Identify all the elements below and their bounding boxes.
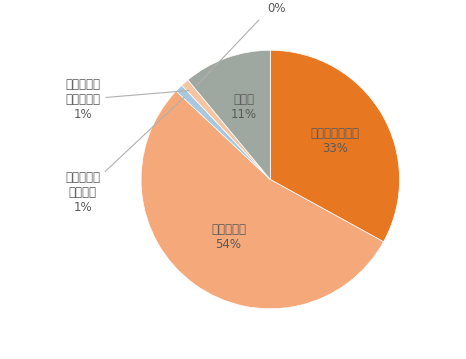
- Text: あまり利用
したくない
1%: あまり利用 したくない 1%: [65, 78, 189, 121]
- Wedge shape: [270, 50, 399, 242]
- Text: 無回答
11%: 無回答 11%: [231, 93, 257, 121]
- Text: ぜひ利用したい
33%: ぜひ利用したい 33%: [310, 127, 359, 155]
- Wedge shape: [188, 50, 270, 180]
- Wedge shape: [141, 91, 384, 309]
- Wedge shape: [176, 85, 270, 180]
- Text: 利用したい
54%: 利用したい 54%: [211, 223, 246, 251]
- Text: 利用したくない
0%: 利用したくない 0%: [196, 0, 301, 86]
- Text: どちらとも
いえない
1%: どちらとも いえない 1%: [65, 97, 184, 214]
- Wedge shape: [182, 80, 270, 180]
- Wedge shape: [188, 80, 270, 180]
